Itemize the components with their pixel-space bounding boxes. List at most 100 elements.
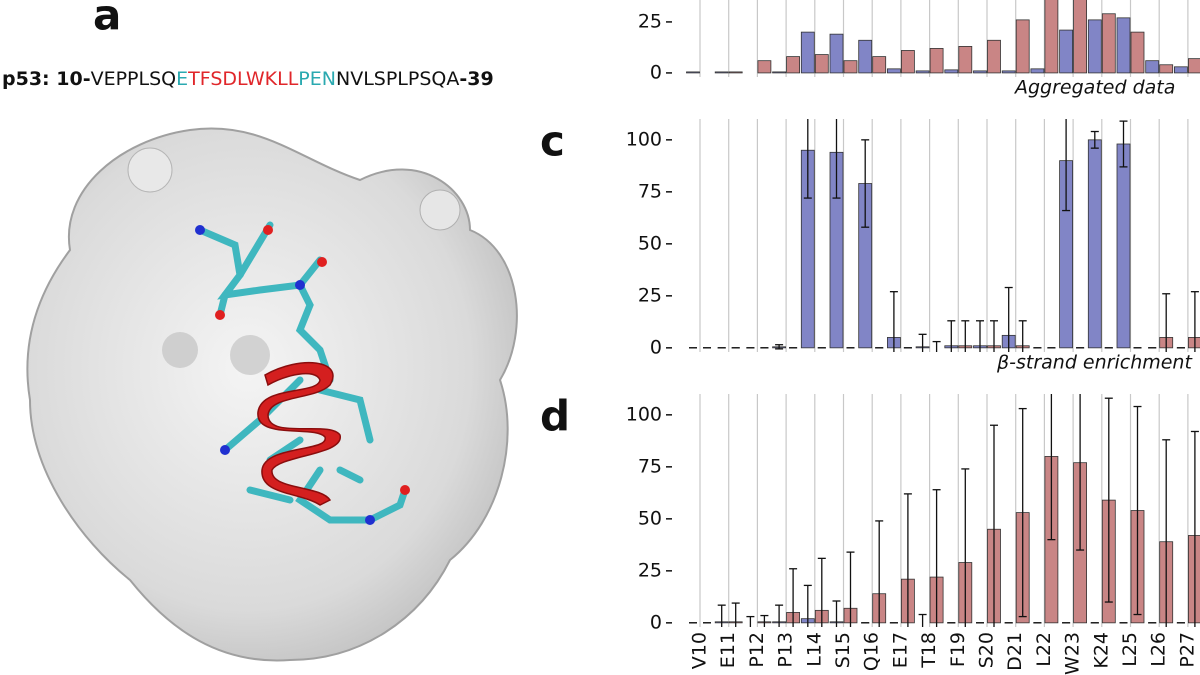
bar xyxy=(1073,0,1087,74)
bar xyxy=(843,60,858,74)
bar xyxy=(800,31,815,74)
x-tick-label: D21 xyxy=(1004,632,1026,671)
error-bar xyxy=(1190,291,1199,353)
error-bar xyxy=(832,119,841,199)
bar xyxy=(714,71,729,74)
bar xyxy=(786,56,800,74)
x-tick-label: E11 xyxy=(717,632,739,668)
oxygen-atoms xyxy=(215,225,410,495)
error-bar xyxy=(861,139,870,228)
bar xyxy=(772,71,786,74)
error-bar xyxy=(990,320,998,353)
y-tick-label: 0 xyxy=(650,336,662,358)
error-bar xyxy=(1004,286,1013,353)
bar xyxy=(944,69,959,74)
bar xyxy=(1101,13,1116,74)
annotation: β-strand enrichment xyxy=(996,352,1193,374)
bar xyxy=(686,71,700,74)
helix xyxy=(257,362,341,506)
error-bar xyxy=(875,520,884,628)
error-bar xyxy=(760,614,769,628)
error-bar xyxy=(789,568,798,628)
x-tick-label: P27 xyxy=(1176,632,1198,668)
y-tick-label: 25 xyxy=(638,559,662,581)
bar xyxy=(757,60,772,74)
bar xyxy=(915,70,930,74)
bar xyxy=(1059,29,1073,74)
bar xyxy=(929,48,944,74)
plot-area xyxy=(689,394,1200,628)
x-tick-label: E17 xyxy=(889,632,911,668)
error-bar xyxy=(1018,407,1027,618)
bar xyxy=(1188,337,1200,349)
x-tick-label: S20 xyxy=(976,632,998,668)
x-tick-label: F19 xyxy=(947,632,969,667)
error-bar xyxy=(846,551,855,628)
bar xyxy=(1116,143,1131,349)
error-bar xyxy=(961,320,970,353)
error-bar xyxy=(889,291,898,353)
error-bar xyxy=(918,333,927,353)
bar xyxy=(1130,31,1145,74)
y-axis-label: Sec. structure (%) xyxy=(585,150,607,321)
panel: 0 25 Sec. structure (%) Aggregated data xyxy=(585,0,1200,164)
error-bar xyxy=(746,615,755,628)
x-tick-label: K24 xyxy=(1090,632,1112,669)
sequence-part: TFSDLWKLL xyxy=(187,68,299,90)
error-bar xyxy=(775,344,784,350)
x-tick-label: L25 xyxy=(1119,632,1141,667)
bar xyxy=(1044,0,1059,74)
error-bar xyxy=(1090,130,1099,149)
error-bar xyxy=(832,600,841,628)
error-bar xyxy=(717,604,726,628)
plot-area xyxy=(686,0,1200,77)
x-tick-label: L22 xyxy=(1033,632,1055,667)
bar xyxy=(829,33,844,74)
error-bar xyxy=(947,320,956,353)
y-tick-label: 100 xyxy=(626,403,662,425)
y-tick-label: 25 xyxy=(638,284,662,306)
error-bar xyxy=(918,613,927,628)
sequence-part: VEPPLSQ xyxy=(91,68,177,90)
y-tick-label: 75 xyxy=(638,180,662,202)
error-bar xyxy=(1162,293,1171,353)
error-bar xyxy=(817,557,826,628)
error-bar xyxy=(1104,397,1113,603)
bar xyxy=(958,46,973,74)
error-bar xyxy=(1162,439,1171,628)
bar xyxy=(1001,70,1016,74)
surface-bump xyxy=(419,189,461,231)
bar xyxy=(973,70,987,74)
error-bar xyxy=(803,119,812,199)
panel-label: c xyxy=(540,117,565,166)
bar xyxy=(858,39,873,74)
panel-label: d xyxy=(540,392,570,441)
y-axis-label: Sec. structure (%) xyxy=(585,0,607,164)
error-bar xyxy=(1047,394,1056,541)
x-tick-label: T18 xyxy=(918,632,940,669)
y-axis-label: Sec. structure (%) xyxy=(585,425,607,596)
x-tick-label: P13 xyxy=(775,632,797,668)
error-bar xyxy=(961,468,970,628)
error-bar xyxy=(1018,320,1027,353)
error-bar xyxy=(976,320,984,353)
x-tick-label: V10 xyxy=(689,632,711,669)
structure-image xyxy=(26,127,518,662)
bar xyxy=(1188,58,1200,74)
error-bar xyxy=(803,584,812,628)
nitrogen-atoms xyxy=(195,225,375,525)
error-bar xyxy=(932,340,941,353)
bar xyxy=(1015,19,1030,74)
y-tick-label: 50 xyxy=(638,232,662,254)
bar xyxy=(872,56,887,74)
panel-label: a xyxy=(93,0,121,40)
bar xyxy=(1087,19,1102,74)
error-bar xyxy=(1119,120,1128,168)
error-bar xyxy=(1133,405,1142,616)
sequence-suffix: -39 xyxy=(459,68,493,90)
error-bar xyxy=(903,493,912,628)
charts: 0 25 Sec. structure (%) Aggregated data 0 25 5… xyxy=(540,0,1200,675)
sequence-part: NVLSPLPSQA xyxy=(336,68,459,90)
surface xyxy=(26,127,518,662)
